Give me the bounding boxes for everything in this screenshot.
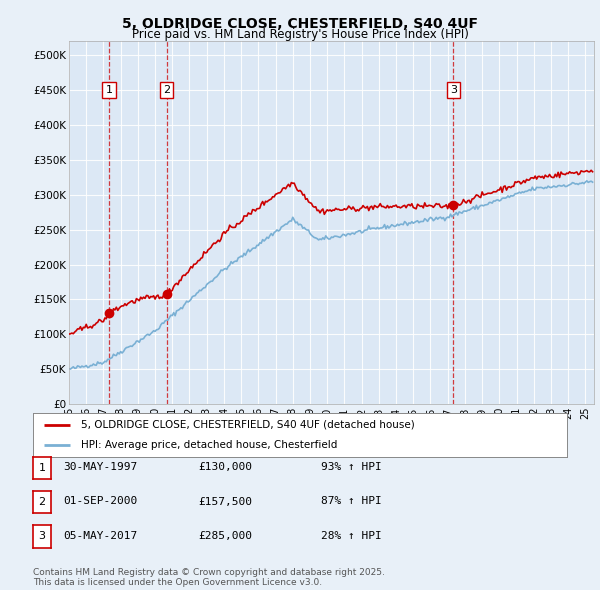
Text: 28% ↑ HPI: 28% ↑ HPI [321, 531, 382, 540]
Text: £130,000: £130,000 [198, 463, 252, 472]
Text: 5, OLDRIDGE CLOSE, CHESTERFIELD, S40 4UF: 5, OLDRIDGE CLOSE, CHESTERFIELD, S40 4UF [122, 17, 478, 31]
Text: 3: 3 [38, 532, 46, 541]
Text: 01-SEP-2000: 01-SEP-2000 [63, 497, 137, 506]
Text: 87% ↑ HPI: 87% ↑ HPI [321, 497, 382, 506]
Text: Price paid vs. HM Land Registry's House Price Index (HPI): Price paid vs. HM Land Registry's House … [131, 28, 469, 41]
Text: 1: 1 [106, 85, 113, 95]
Text: 2: 2 [163, 85, 170, 95]
Text: 1: 1 [38, 463, 46, 473]
Text: 3: 3 [450, 85, 457, 95]
Text: £285,000: £285,000 [198, 531, 252, 540]
Text: 2: 2 [38, 497, 46, 507]
Text: Contains HM Land Registry data © Crown copyright and database right 2025.
This d: Contains HM Land Registry data © Crown c… [33, 568, 385, 587]
Text: 30-MAY-1997: 30-MAY-1997 [63, 463, 137, 472]
Text: 5, OLDRIDGE CLOSE, CHESTERFIELD, S40 4UF (detached house): 5, OLDRIDGE CLOSE, CHESTERFIELD, S40 4UF… [81, 420, 415, 430]
Text: 05-MAY-2017: 05-MAY-2017 [63, 531, 137, 540]
Text: £157,500: £157,500 [198, 497, 252, 506]
Text: HPI: Average price, detached house, Chesterfield: HPI: Average price, detached house, Ches… [81, 440, 337, 450]
Text: 93% ↑ HPI: 93% ↑ HPI [321, 463, 382, 472]
